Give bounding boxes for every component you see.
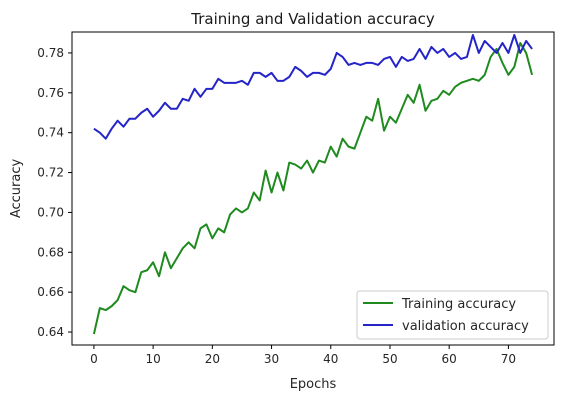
legend: Training accuracy validation accuracy [356, 290, 549, 340]
x-tick-label: 50 [382, 352, 397, 366]
x-tick-label: 70 [501, 352, 516, 366]
legend-label-training: Training accuracy [401, 297, 516, 312]
y-tick-label: 0.76 [37, 86, 64, 100]
legend-label-validation: validation accuracy [402, 319, 529, 334]
x-tick-label: 20 [205, 352, 220, 366]
x-tick-label: 10 [145, 352, 160, 366]
x-axis-title: Epochs [290, 377, 337, 392]
y-tick-label: 0.64 [37, 325, 64, 339]
legend-box [356, 290, 549, 340]
y-tick-label: 0.68 [37, 245, 64, 259]
x-tick-label: 40 [323, 352, 338, 366]
plot-frame [71, 31, 555, 346]
y-axis-title: Accuracy [9, 159, 24, 219]
x-tick-label: 30 [264, 352, 279, 366]
y-tick-label: 0.66 [37, 285, 64, 299]
x-tick-label: 0 [90, 352, 98, 366]
y-tick-label: 0.72 [37, 166, 64, 180]
y-tick-label: 0.70 [37, 205, 64, 219]
x-tick-label: 60 [442, 352, 457, 366]
series-line-validation [93, 33, 533, 140]
series-line-training [92, 41, 534, 335]
y-tick-label: 0.74 [37, 126, 64, 140]
chart-title: Training and Validation accuracy [190, 10, 435, 28]
y-tick-label: 0.78 [37, 46, 64, 60]
